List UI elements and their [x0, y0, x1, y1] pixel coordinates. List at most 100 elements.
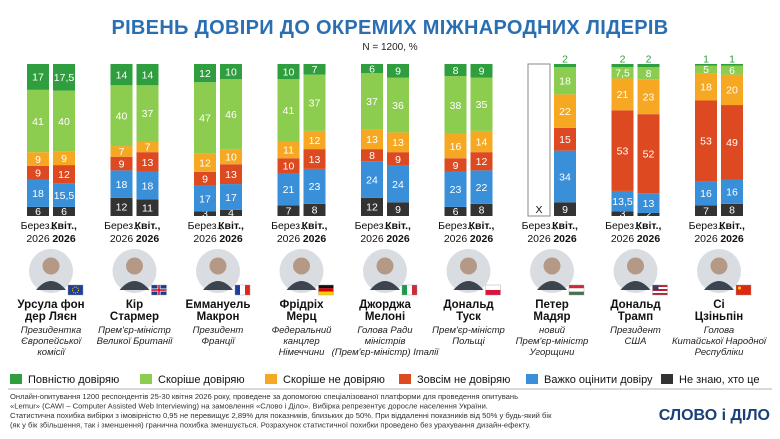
bar-value-label: 16 [450, 141, 462, 153]
bar-value-label: 4 [228, 207, 234, 219]
flag-hu-icon [568, 284, 585, 296]
leader-name: Фрідріх [280, 299, 325, 311]
period-year-label: 2026 [694, 233, 718, 245]
bar-value-label: 17 [199, 193, 211, 205]
bar-segment-rather-distrust [277, 141, 300, 159]
flag-uk-icon [151, 284, 167, 296]
footnote-line: (як у бік збільшення, так і зменшення) г… [10, 421, 531, 430]
bar-value-label: 12 [476, 156, 488, 168]
bar-segment-full-distrust [554, 127, 576, 151]
period-label: Берез., [438, 220, 473, 232]
bar-value-label: 6 [369, 63, 375, 75]
dates-layer: Берез.,2026Квіт.,2026Берез.,2026Квіт.,20… [21, 220, 745, 245]
bar-segment-unfamiliar [611, 211, 634, 216]
portrait-head [627, 257, 644, 275]
footnote-line: Онлайн-опитування 1200 респондентів 25-3… [10, 392, 518, 401]
leader-role: новий [539, 325, 566, 336]
bar-segment-full-trust [220, 64, 242, 80]
bar-value-label: 9 [395, 204, 401, 216]
bar-segment-full-trust [110, 64, 133, 86]
bar-segment-rather-trust [110, 85, 133, 147]
bar-value-label: 12 [58, 169, 70, 181]
bar-value-label: 23 [450, 184, 462, 196]
bar-value-label: 12 [199, 68, 211, 80]
bar-segment-rather-trust [136, 85, 159, 142]
bar-value-label: 2 [646, 209, 652, 221]
bar-value-label: 3 [202, 208, 208, 220]
chart-subtitle: N = 1200, % [362, 42, 417, 53]
bar-segment-unfamiliar [110, 197, 133, 216]
bar-value-label: 21 [283, 184, 295, 196]
bar-segment-hard-to-say [110, 170, 133, 198]
bar-segment-full-distrust [361, 149, 383, 162]
leader-name: Стармер [110, 311, 159, 323]
bar-value-label: 6 [61, 206, 67, 218]
period-year-label: 2026 [277, 233, 301, 245]
period-label: Квіт., [135, 220, 161, 232]
bar-value-label: 7 [119, 146, 125, 158]
leader-role: (Прем'єр-міністр) Італії [332, 347, 441, 358]
bar-segment-rather-trust [637, 67, 660, 80]
chart-title: РІВЕНЬ ДОВІРИ ДО ОКРЕМИХ МІЖНАРОДНИХ ЛІД… [111, 17, 668, 39]
bar-segment-full-distrust [53, 165, 75, 184]
leader-name: Сі [713, 299, 725, 311]
bar-value-label: 5 [703, 64, 709, 76]
bar-segment-rather-trust [361, 73, 383, 130]
bar-segment-full-distrust [27, 165, 49, 180]
leader-role: Великої Британії [97, 336, 175, 347]
footnote-line: «Lemur» (CAWI – Computer Assisted Web In… [10, 402, 488, 411]
leader-role: комісії [37, 347, 66, 358]
portrait-head [126, 257, 143, 275]
bar-value-label: 12 [366, 202, 378, 214]
bar-segment-hard-to-say [277, 173, 300, 206]
bar-segment-full-distrust [194, 171, 216, 186]
bar-value-label: 8 [369, 150, 375, 162]
bar-segment-rather-distrust [136, 141, 159, 153]
bar-value-label: 22 [559, 106, 571, 118]
bar-value-label: 53 [700, 136, 712, 148]
bar-value-label: 41 [283, 105, 295, 117]
period-year-label: 2026 [136, 233, 160, 245]
period-label: Квіт., [385, 220, 411, 232]
bar-segment-rather-trust [220, 79, 242, 150]
legend-swatch-rather-distrust [265, 374, 277, 384]
bar-segment-full-distrust [721, 105, 743, 180]
portrait-shoulders [36, 281, 66, 290]
bar-value-label: 7,5 [615, 68, 630, 80]
bar-segment-rather-trust [27, 89, 49, 153]
bar-value-label: 17,5 [54, 72, 75, 84]
legend-swatch-hard-to-say [526, 374, 538, 384]
period-label: Берез., [689, 220, 724, 232]
legend-label: Не знаю, хто це [679, 374, 759, 386]
legend-label: Важко оцінити довіру [544, 374, 653, 386]
period-label: Берез., [21, 220, 56, 232]
leader-role: канцлер [283, 336, 319, 347]
bar-value-label: 14 [142, 69, 154, 81]
bar-segment-full-trust [27, 64, 49, 90]
missing-bar-frame [527, 63, 551, 217]
period-year-label: 2026 [470, 233, 494, 245]
bar-value-label: 9 [202, 174, 208, 186]
bar-value-label: 8 [479, 205, 485, 217]
period-year-label: 2026 [386, 233, 410, 245]
legend-swatch-full-distrust [399, 374, 411, 384]
bar-segment-unfamiliar [444, 206, 467, 216]
bar-segment-unfamiliar [220, 209, 242, 216]
portraits-layer [29, 249, 752, 296]
bar-segment-hard-to-say [470, 170, 493, 204]
bar-value-label: 8 [729, 205, 735, 217]
portrait-shoulders [119, 281, 150, 290]
bar-value-label: 36 [392, 100, 404, 112]
leader-role: Німеччини [279, 347, 326, 358]
bar-value-label: 18 [142, 180, 154, 192]
bar-segment-unfamiliar [27, 206, 49, 216]
period-label: Берез., [188, 220, 223, 232]
portrait-shoulders [203, 281, 233, 290]
bar-value-label: 9 [453, 160, 459, 172]
period-label: Берез., [605, 220, 640, 232]
leader-name: Мадяр [533, 311, 570, 323]
footnote-line: Статистична похибка вибірки з імовірніст… [10, 411, 552, 420]
bar-segment-hard-to-say [695, 181, 717, 206]
bar-value-label: 12 [199, 158, 211, 170]
flag-cn-icon [735, 284, 752, 296]
